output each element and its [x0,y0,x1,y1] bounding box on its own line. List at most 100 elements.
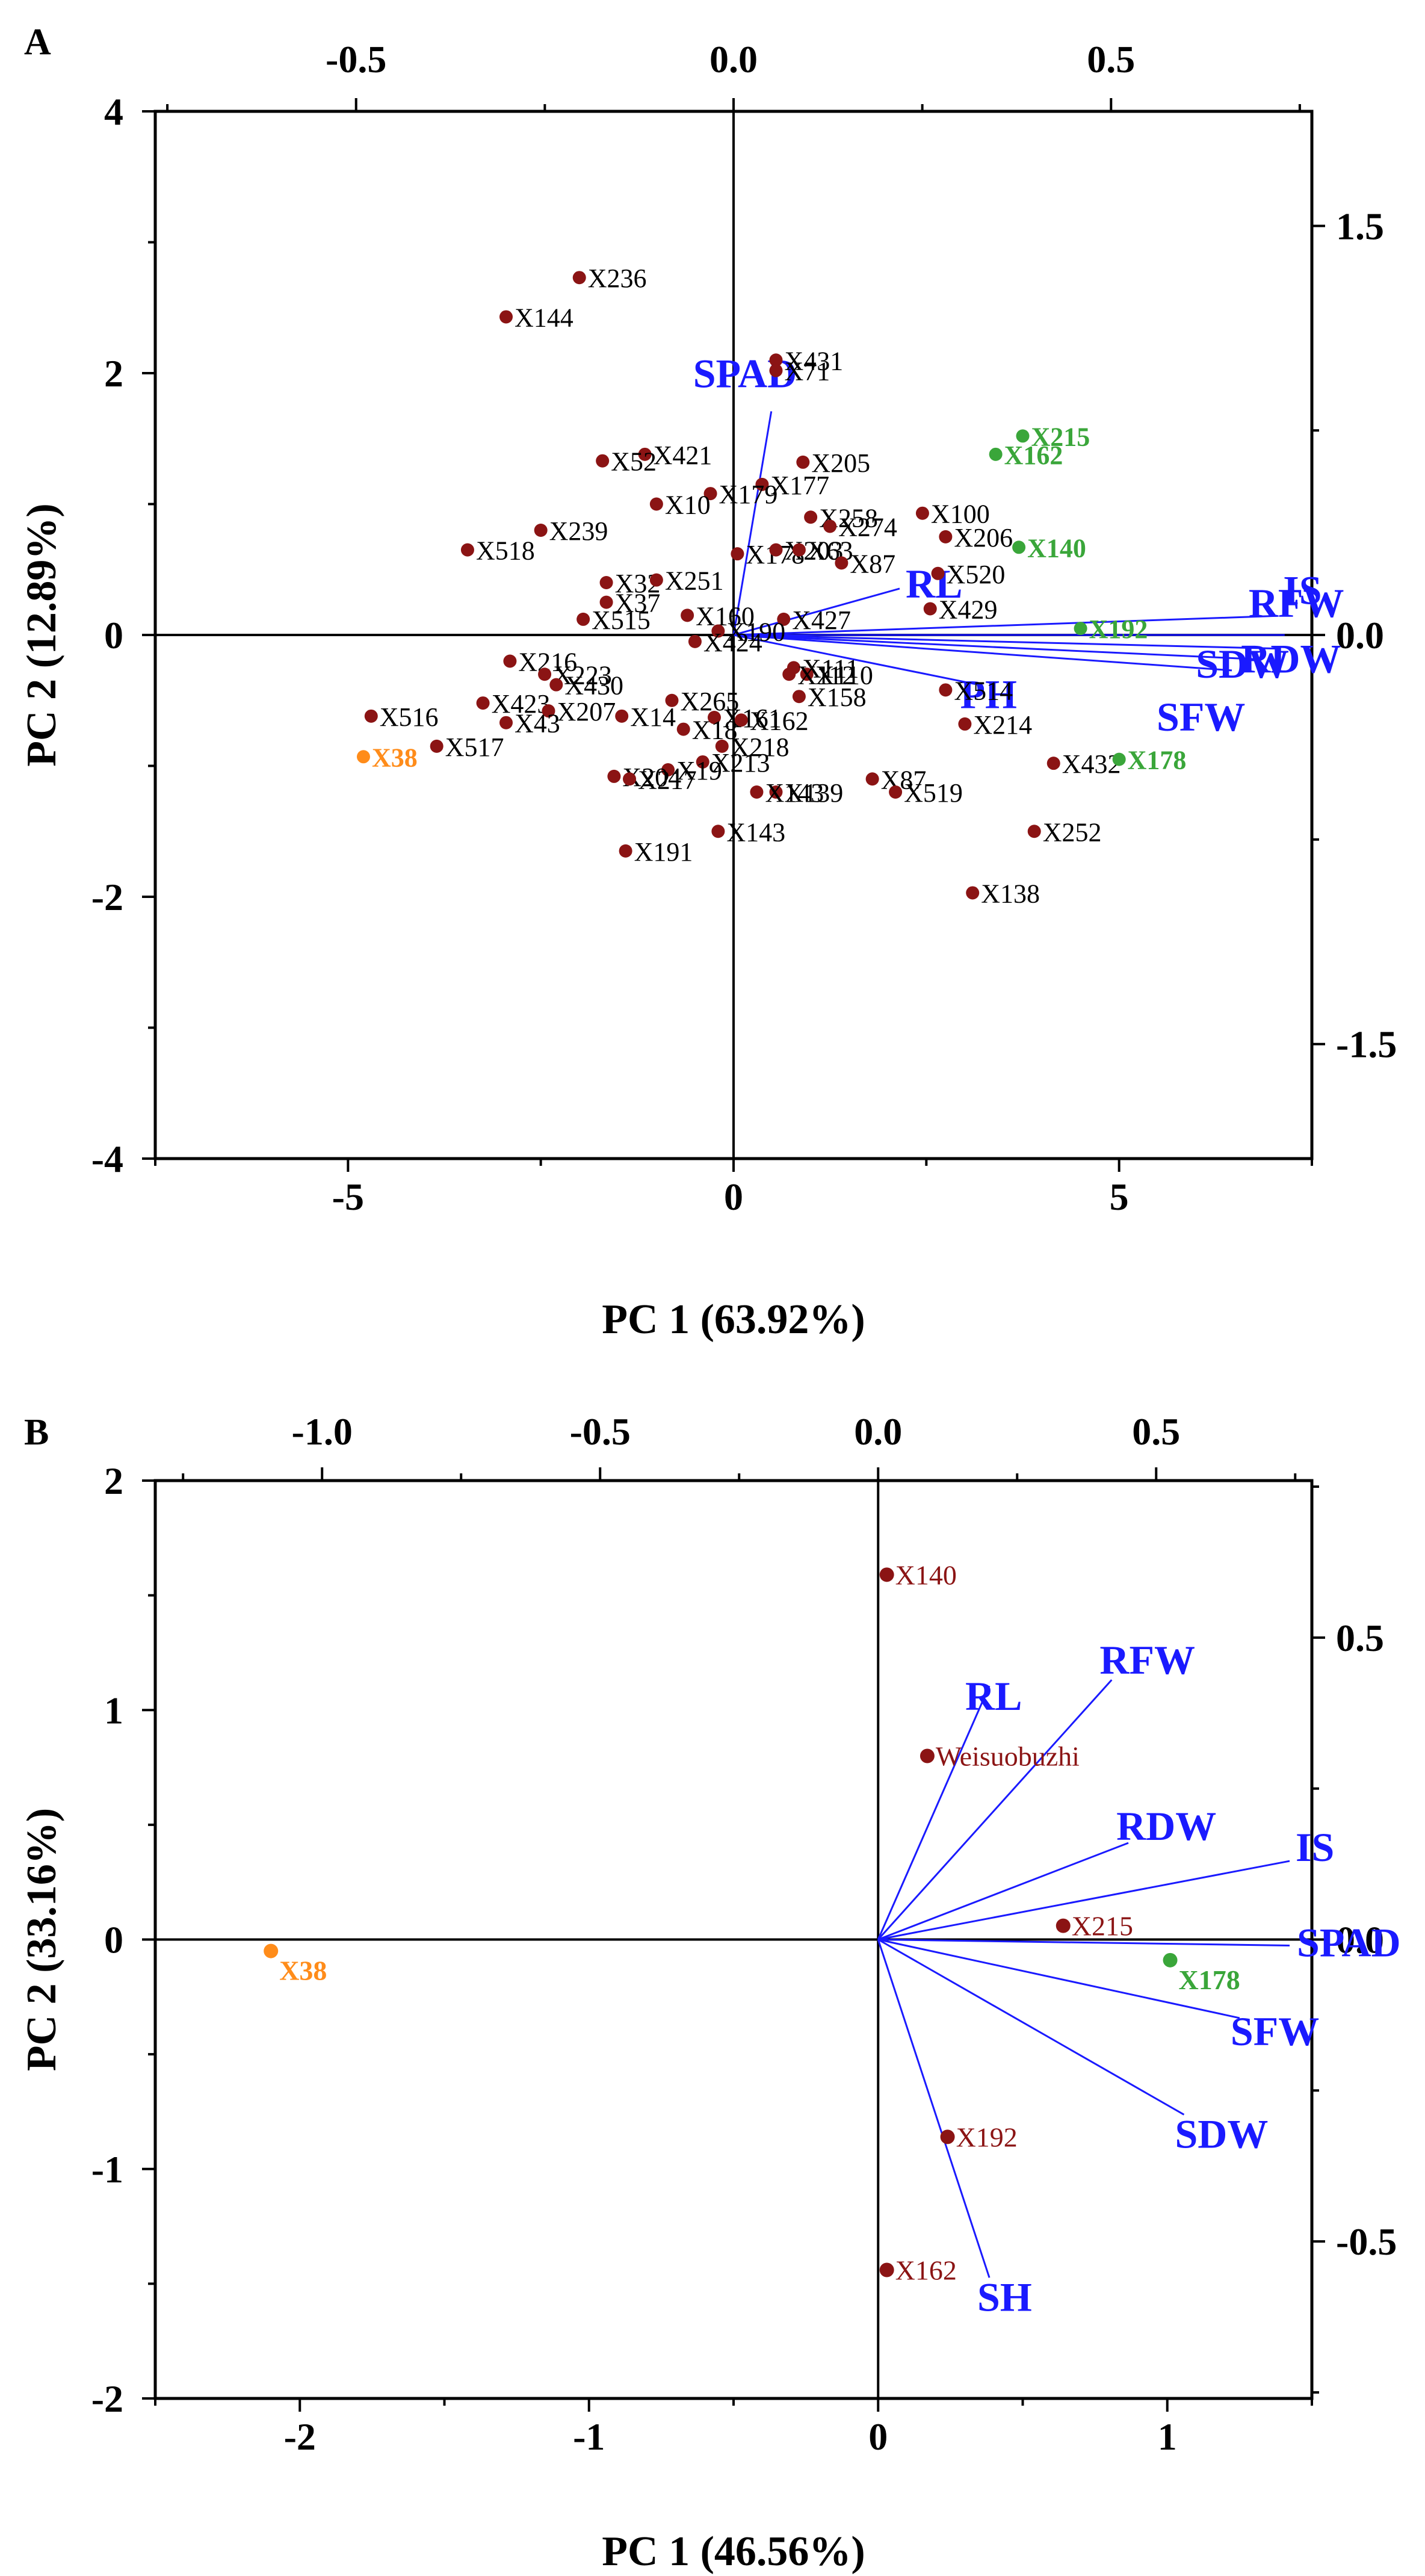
loading-vector [733,587,900,636]
x-tick-label: 5 [1110,1175,1129,1218]
data-point [534,524,548,537]
data-point [460,543,474,557]
loading-label: IS [1296,1824,1334,1870]
loading-label: SPAD [1297,1920,1401,1966]
data-point [665,693,679,707]
data-point [688,634,702,648]
data-point [572,271,586,285]
data-point [804,510,818,524]
point-label: X515 [592,605,651,635]
data-point [707,711,721,725]
y-tick-label: -1 [91,2148,123,2191]
point-label: X424 [703,628,762,657]
point-label: X178 [1128,746,1187,775]
point-label: X37 [615,589,661,618]
data-point [430,739,444,753]
data-point [915,506,929,520]
right-tick-label: -0.5 [1336,2220,1397,2263]
panel-letter: B [24,1412,49,1453]
point-label: X19 [676,756,722,785]
point-label: X205 [811,448,870,478]
data-point [931,566,945,580]
data-point [576,612,590,626]
point-label: X38 [279,1955,327,1986]
point-label: X179 [719,480,778,509]
data-point [796,455,810,469]
loading-vector [877,1685,991,1940]
loading-vector [733,634,1263,661]
point-label: X38 [372,743,418,772]
point-label: X218 [731,732,790,762]
y-tick-label: -4 [91,1138,123,1180]
loading-vector [732,411,773,636]
point-label: X192 [956,2122,1018,2152]
point-label: X518 [476,536,535,566]
top-tick-label: 0.0 [709,38,758,81]
point-label: X143 [726,817,785,847]
data-point [889,785,903,799]
y-tick-label: -2 [91,876,123,918]
x-tick-label: -1 [573,2415,605,2458]
point-label: X206 [954,523,1013,553]
loading-vector [877,1939,1240,2019]
data-point [823,519,837,533]
data-point [1027,825,1041,838]
point-label: X265 [680,687,739,716]
y-axis-title: PC 2 (33.16%) [19,1808,65,2071]
loading-vector [733,634,1232,672]
data-point [940,2129,955,2144]
point-label: X191 [634,837,693,867]
data-point [364,709,378,723]
data-point [623,772,637,786]
point-label: X431 [784,346,843,376]
loading-vector [877,1939,991,2278]
point-label: X71 [784,357,830,386]
point-label: X215 [1031,422,1090,451]
point-label: X432 [1062,749,1121,779]
data-point [356,750,370,764]
data-point [542,704,555,718]
data-point [649,573,663,587]
data-point [476,696,490,710]
data-point [1074,622,1087,636]
point-label: X251 [665,566,724,596]
point-label: X429 [939,595,998,625]
y-tick-label: -2 [91,2377,123,2420]
data-point [769,785,783,799]
point-label: X140 [895,1559,957,1590]
x-axis-title: PC 1 (63.92%) [602,1296,865,1343]
x-tick-label: -5 [332,1175,364,1218]
loading-vector [878,1939,1290,1947]
data-point [879,1567,894,1582]
loading-vector [877,1860,1290,1940]
top-tick-label: -1.0 [292,1410,353,1453]
data-point [264,1943,279,1958]
data-point [681,608,694,622]
point-label: X43 [515,709,560,738]
data-point [769,364,783,377]
data-point [769,353,783,367]
point-label: X190 [726,617,785,646]
panel-letter: A [24,22,51,63]
point-label: X430 [564,671,623,701]
top-tick-label: -0.5 [326,38,386,81]
point-label: X158 [808,683,867,712]
point-label: X87 [881,765,927,794]
loading-label: PH [960,672,1016,717]
loading-vector [733,634,975,686]
loading-label: SDW [1175,2111,1268,2156]
data-point [1012,540,1026,554]
data-point [835,556,849,570]
loading-label: RFW [1249,580,1344,626]
point-label: X215 [1072,1911,1133,1942]
point-label: X162 [895,2255,957,2286]
point-label: X177 [770,471,829,500]
point-label: X110 [815,660,873,690]
data-point [638,447,652,461]
loading-label: RL [965,1673,1022,1719]
point-label: X52 [611,447,657,477]
right-tick-label: -1.5 [1336,1023,1397,1066]
x-tick-label: 1 [1158,2415,1177,2458]
loading-vector [877,1679,1113,1940]
data-point [800,667,814,681]
